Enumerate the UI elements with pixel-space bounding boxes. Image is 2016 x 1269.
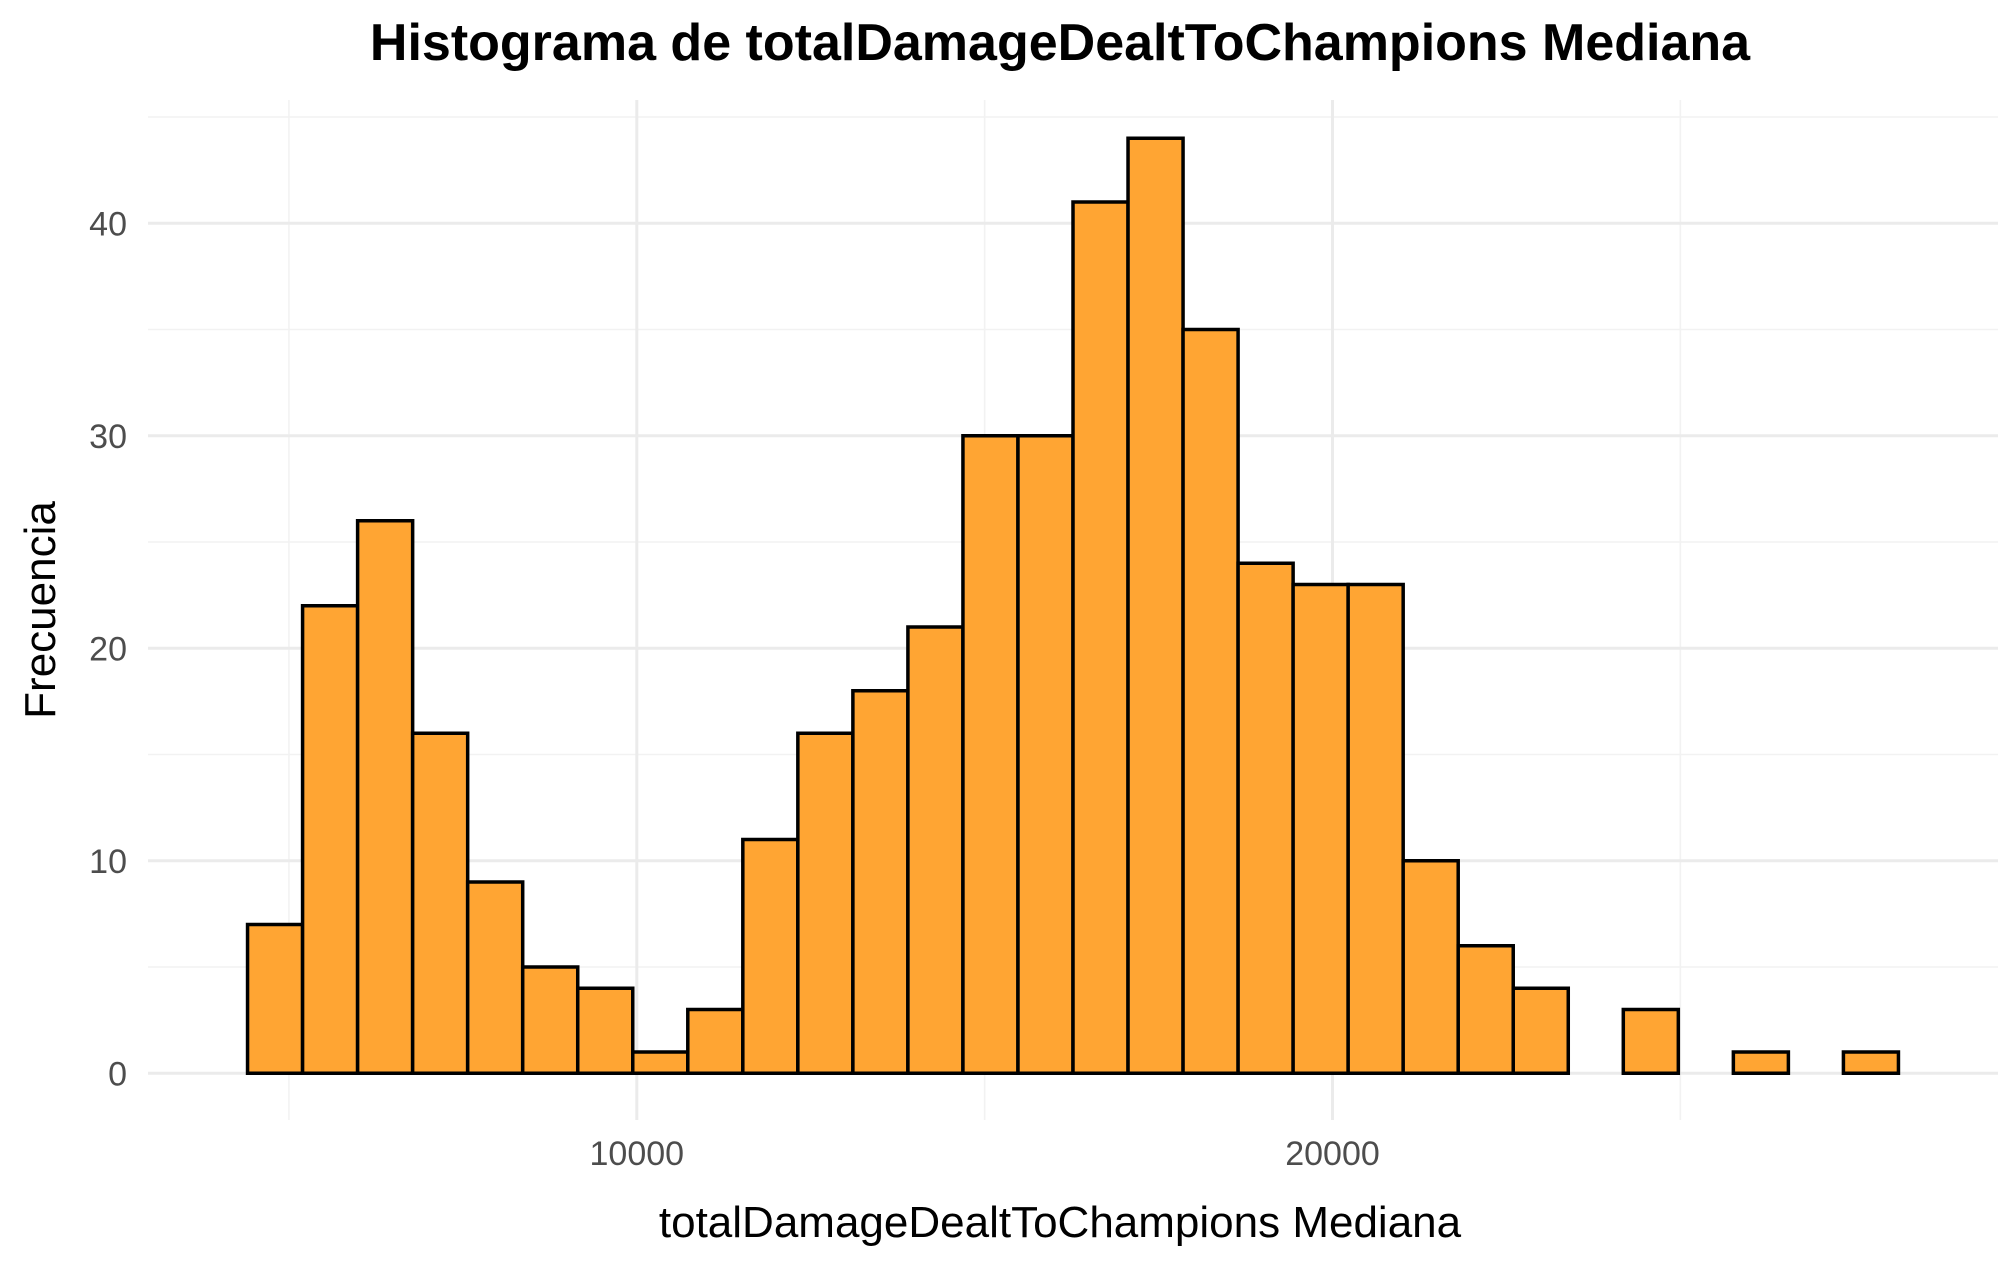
histogram-bar bbox=[465, 880, 525, 1075]
histogram-bar bbox=[796, 731, 855, 1075]
histogram-bar bbox=[520, 965, 580, 1075]
histogram-bar bbox=[1456, 944, 1515, 1075]
histogram-bar bbox=[1841, 1050, 1901, 1075]
histogram-bar bbox=[1511, 986, 1571, 1075]
histogram-bar bbox=[906, 625, 965, 1075]
histogram-bar bbox=[355, 519, 415, 1075]
y-tick-label: 30 bbox=[89, 418, 127, 456]
histogram-bar bbox=[1401, 859, 1460, 1075]
y-axis-title: Frecuencia bbox=[16, 501, 65, 719]
y-axis-tick-labels: 0 10 20 30 40 bbox=[89, 205, 127, 1093]
histogram-bar bbox=[575, 986, 635, 1075]
histogram-bar bbox=[851, 689, 910, 1075]
x-tick-label: 20000 bbox=[1285, 1135, 1380, 1173]
histogram-bar bbox=[1236, 561, 1295, 1075]
histogram-bar bbox=[300, 604, 360, 1075]
histogram-bar bbox=[1016, 434, 1075, 1075]
histogram-bar bbox=[1071, 200, 1130, 1075]
x-axis-title: totalDamageDealtToChampions Mediana bbox=[659, 1198, 1462, 1247]
y-tick-label: 40 bbox=[89, 205, 127, 243]
x-axis-tick-labels: 10000 20000 bbox=[590, 1135, 1380, 1173]
y-tick-label: 10 bbox=[89, 843, 127, 881]
histogram-bar bbox=[1731, 1050, 1791, 1075]
y-tick-label: 20 bbox=[89, 630, 127, 668]
histogram-bar bbox=[410, 731, 470, 1075]
histogram-bar bbox=[686, 1007, 745, 1075]
x-tick-label: 10000 bbox=[590, 1135, 685, 1173]
histogram-bar bbox=[961, 434, 1020, 1075]
histogram-bar bbox=[1181, 327, 1240, 1075]
histogram-bar bbox=[631, 1050, 690, 1075]
histogram-bar bbox=[1346, 582, 1405, 1075]
histogram-bar bbox=[1621, 1007, 1681, 1075]
y-tick-label: 0 bbox=[108, 1055, 127, 1093]
chart-title: Histograma de totalDamageDealtToChampion… bbox=[370, 14, 1751, 72]
histogram-bar bbox=[1126, 136, 1185, 1075]
histogram-bar bbox=[1291, 582, 1350, 1075]
histogram-bar bbox=[741, 837, 800, 1075]
histogram-bars bbox=[245, 136, 1901, 1075]
histogram-bar bbox=[245, 922, 305, 1075]
